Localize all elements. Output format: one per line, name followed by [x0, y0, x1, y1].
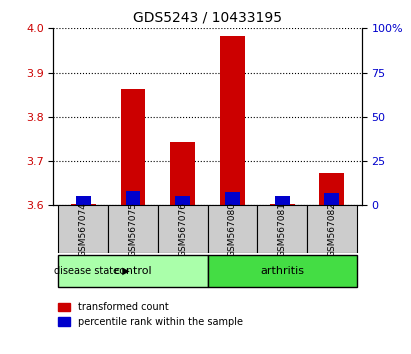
FancyBboxPatch shape: [108, 205, 158, 253]
Text: arthritis: arthritis: [260, 266, 304, 276]
Bar: [120, 89, 145, 205]
Text: control: control: [114, 266, 152, 276]
FancyBboxPatch shape: [158, 205, 208, 253]
Text: GSM567074: GSM567074: [79, 202, 88, 257]
Text: GSM567082: GSM567082: [327, 202, 336, 257]
Bar: [275, 196, 290, 205]
Legend: transformed count, percentile rank within the sample: transformed count, percentile rank withi…: [58, 302, 243, 327]
FancyBboxPatch shape: [58, 205, 108, 253]
Text: disease state ▶: disease state ▶: [54, 266, 130, 276]
FancyBboxPatch shape: [208, 255, 357, 287]
Bar: [76, 196, 91, 205]
Title: GDS5243 / 10433195: GDS5243 / 10433195: [133, 10, 282, 24]
Text: GSM567080: GSM567080: [228, 202, 237, 257]
Bar: [175, 196, 190, 205]
FancyBboxPatch shape: [257, 205, 307, 253]
Text: GSM567075: GSM567075: [129, 202, 137, 257]
Text: GSM567076: GSM567076: [178, 202, 187, 257]
Bar: [71, 204, 96, 205]
Bar: [125, 191, 141, 205]
Bar: [319, 173, 344, 205]
FancyBboxPatch shape: [58, 255, 208, 287]
Text: GSM567081: GSM567081: [278, 202, 286, 257]
Bar: [225, 192, 240, 205]
Bar: [220, 36, 245, 205]
Bar: [170, 142, 195, 205]
FancyBboxPatch shape: [208, 205, 257, 253]
FancyBboxPatch shape: [307, 205, 357, 253]
Bar: [324, 193, 339, 205]
